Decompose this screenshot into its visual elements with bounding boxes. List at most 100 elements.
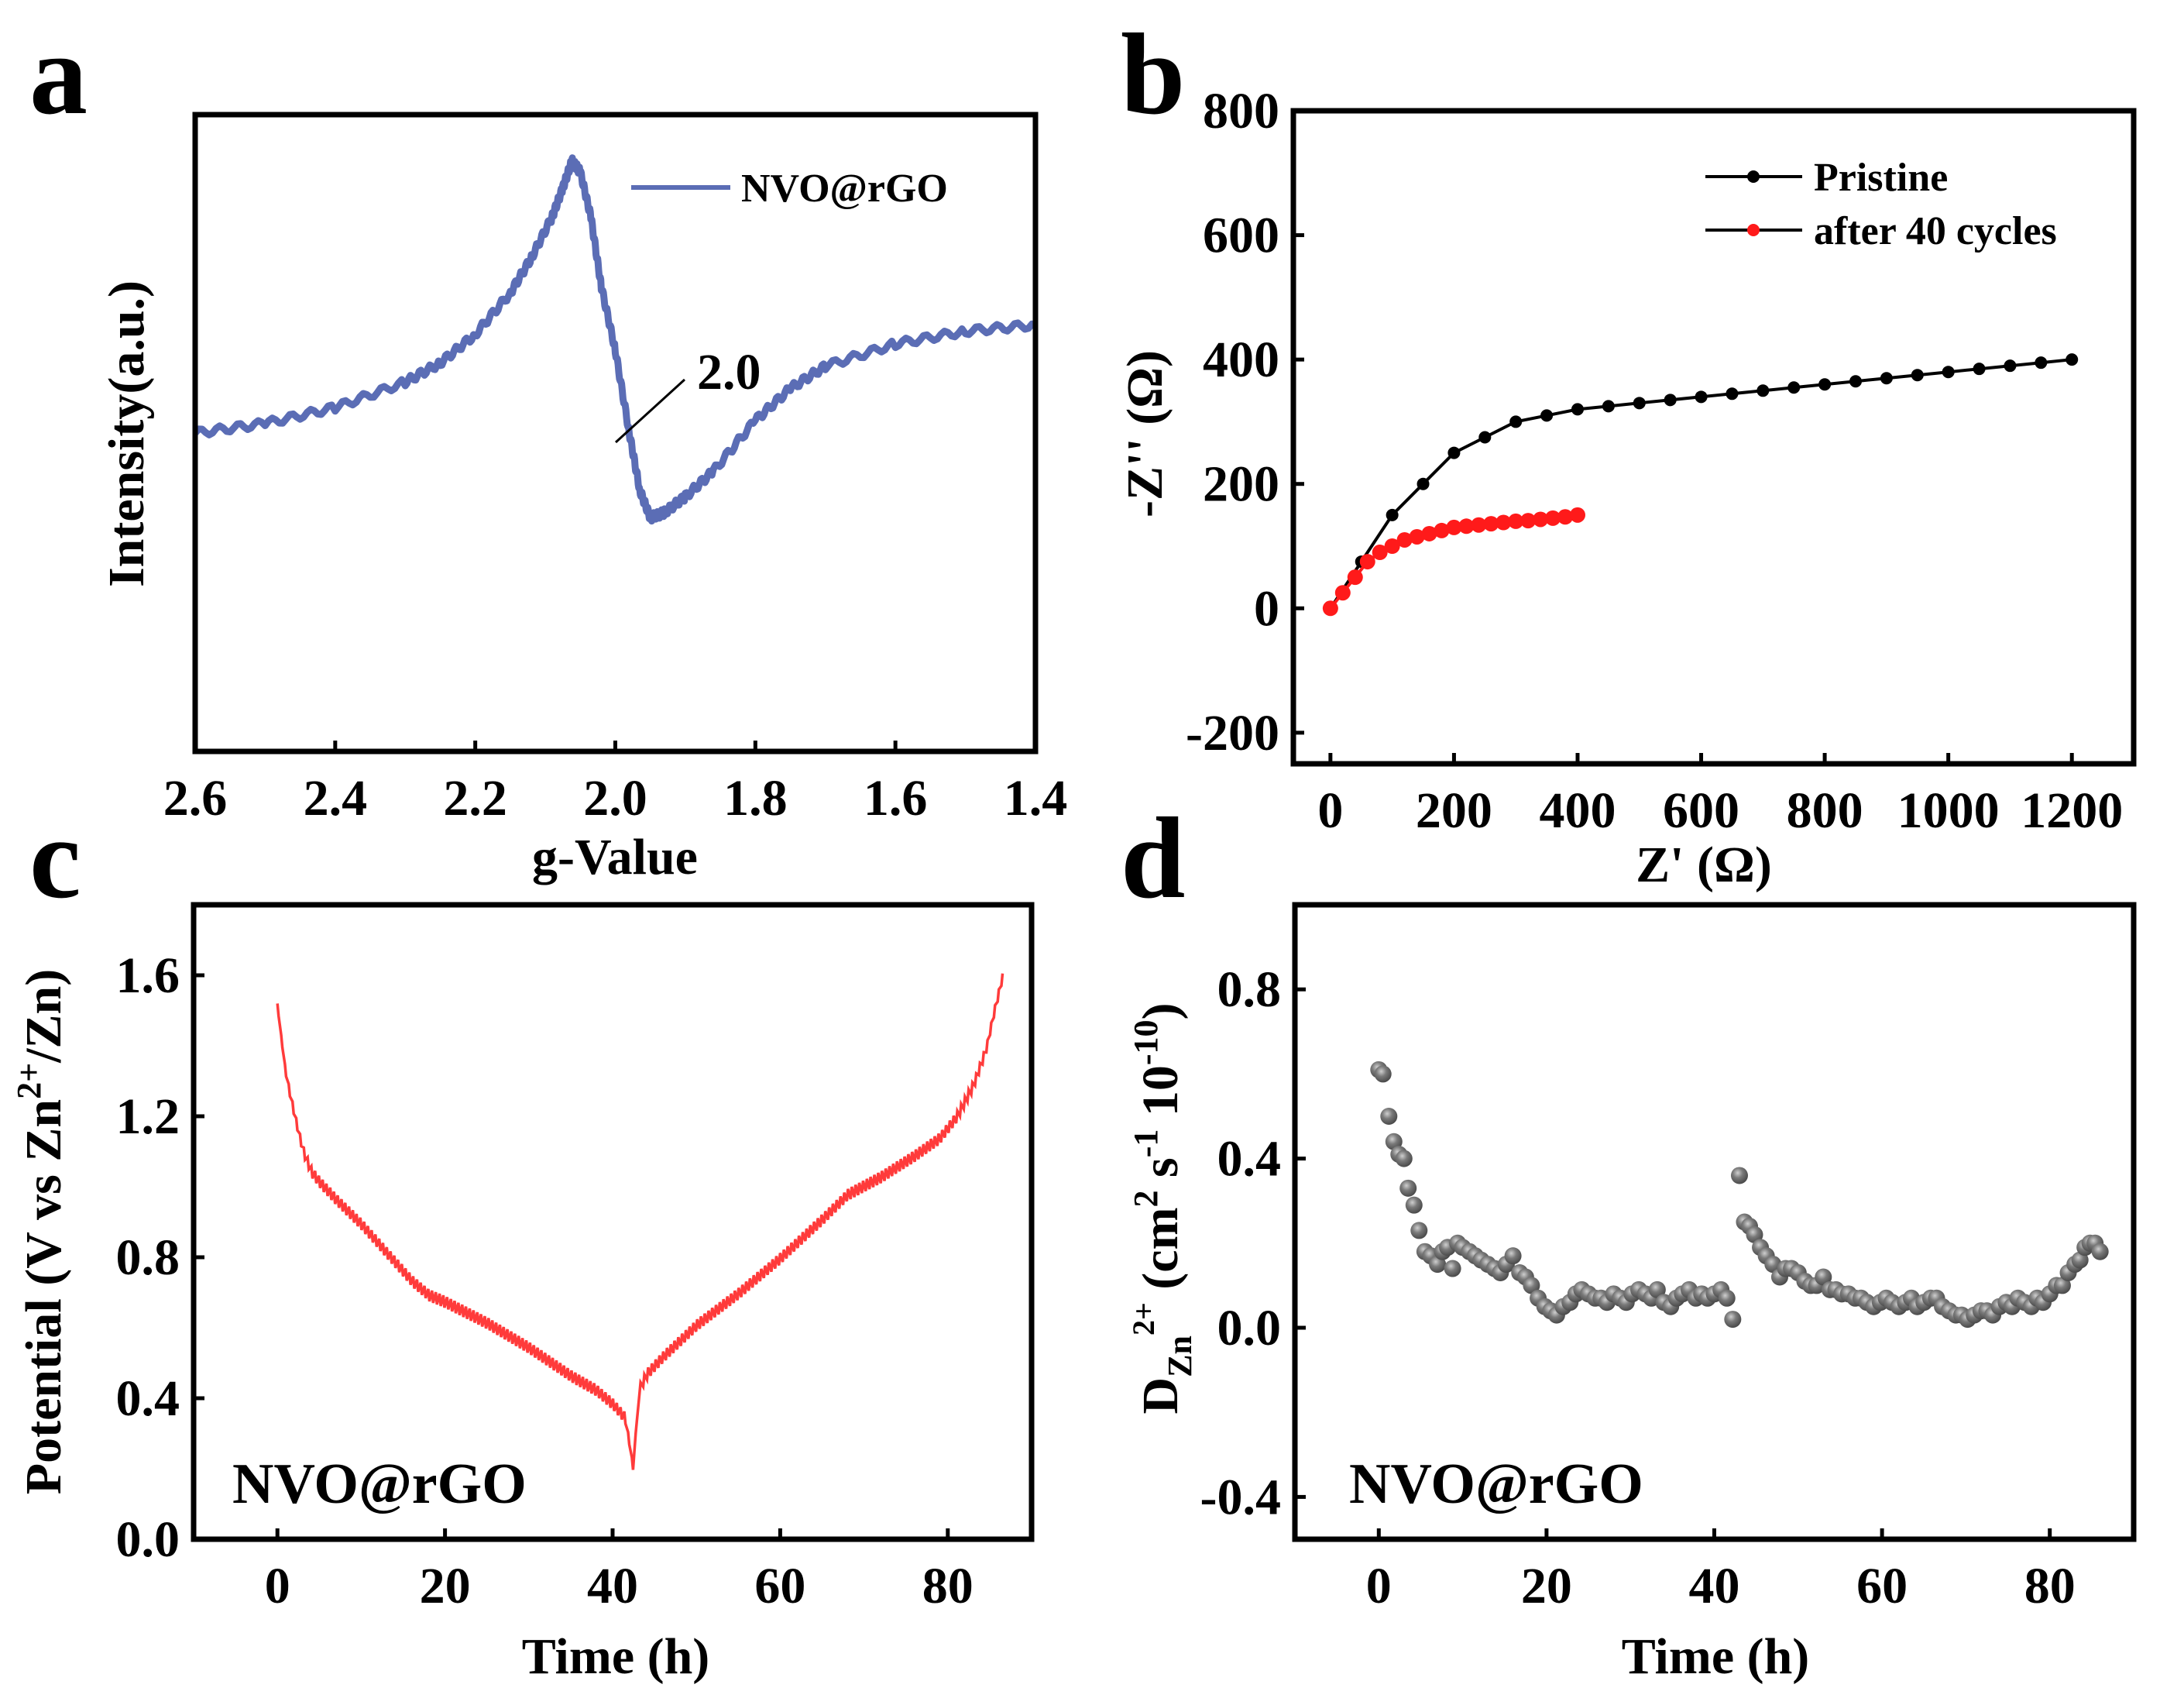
x-tick-label: 20 [1521, 1558, 1572, 1614]
data-point-after-cycles [1495, 514, 1512, 531]
y-axis-label-superscript: 2+ [1126, 1302, 1161, 1335]
legend-marker-after-cycles [1747, 224, 1760, 236]
data-point-after-cycles [1557, 509, 1574, 525]
x-axis-label: g-Value [532, 829, 698, 885]
y-tick-label: 400 [1203, 332, 1279, 388]
y-axis-label-d: D [1132, 1377, 1189, 1415]
data-point-pristine [1849, 375, 1862, 388]
data-point-after-cycles [1533, 511, 1549, 528]
data-point-pristine [1633, 397, 1646, 410]
y-axis-label-units: (cm [1132, 1207, 1189, 1302]
data-point-after-cycles [1334, 585, 1351, 601]
data-point-pristine [1571, 403, 1584, 416]
data-point-pristine [1911, 369, 1924, 382]
data-point-after-cycles [1372, 545, 1388, 561]
data-point-pristine [1509, 415, 1523, 428]
data-point-pristine [1973, 363, 1986, 376]
x-tick-label: 800 [1787, 782, 1863, 839]
data-point [1730, 1167, 1748, 1184]
axes-frame [1292, 902, 2137, 1542]
legend: Pristine after 40 cycles [1705, 156, 2057, 253]
data-point-pristine [1756, 384, 1770, 397]
data-point [1380, 1108, 1398, 1125]
x-tick-label: 200 [1416, 782, 1492, 839]
data-point [1746, 1225, 1763, 1243]
panel-a-epr-chart: 2.6 2.4 2.2 2.0 1.8 1.6 1.4 g-Value Intensity(… [98, 112, 1068, 885]
series-line-potential [276, 973, 1004, 1470]
sample-label: NVO@rGO [1349, 1452, 1643, 1516]
data-point-pristine [1664, 394, 1677, 407]
data-point [2091, 1243, 2109, 1260]
y-axis-label-prefix: Potential (V vs Zn [15, 1099, 72, 1494]
y-axis-label-superscript: 2+ [10, 1063, 48, 1099]
data-point [1410, 1222, 1428, 1239]
y-tick-label: 0.4 [116, 1370, 180, 1427]
y-tick-label: 1.2 [116, 1088, 180, 1145]
data-point-pristine [1417, 477, 1430, 490]
x-tick-label: 2.6 [163, 770, 228, 827]
y-axis-label-suffix: /Zn) [15, 969, 72, 1064]
x-tick-label: 400 [1539, 782, 1616, 839]
data-point-after-cycles [1434, 522, 1450, 538]
plot-area [276, 973, 1004, 1470]
x-tick-label: 2.0 [583, 770, 647, 827]
data-point-after-cycles [1569, 507, 1585, 523]
y-tick-label: 0.0 [116, 1511, 180, 1568]
data-point [1395, 1150, 1413, 1167]
data-point-pristine [2004, 359, 2017, 373]
y-axis-label: Intensity(a.u.) [98, 280, 155, 587]
data-point-after-cycles [1421, 525, 1437, 541]
data-point-pristine [1602, 400, 1615, 413]
x-tick-label: 80 [922, 1558, 974, 1614]
data-point-pristine [1695, 390, 1708, 404]
data-point [1815, 1268, 1832, 1286]
x-tick-label: 2.4 [304, 770, 368, 827]
plot-area [1370, 1060, 2109, 1329]
x-tick-label: 1.4 [1004, 770, 1068, 827]
axes-frame [191, 902, 1035, 1542]
y-tick-label: 0.4 [1217, 1131, 1282, 1188]
data-point-after-cycles [1347, 569, 1363, 586]
x-tick-label: 1000 [1897, 782, 2000, 839]
y-axis-label: DZn2+ (cm2 s-1 10-10) [1126, 1002, 1199, 1414]
data-point-pristine [1942, 366, 1955, 379]
y-tick-label: 0.8 [116, 1229, 180, 1286]
y-tick-label: -200 [1186, 705, 1279, 761]
x-tick-label: 60 [754, 1558, 805, 1614]
data-point-pristine [2035, 356, 2048, 370]
data-point-pristine [1478, 431, 1492, 444]
panel-label-b: b [1121, 10, 1185, 139]
data-point-after-cycles [1483, 516, 1499, 532]
data-point-pristine [1726, 387, 1739, 400]
data-point-pristine [1787, 381, 1801, 394]
y-tick-label: 1.6 [116, 947, 180, 1004]
data-point-after-cycles [1545, 510, 1561, 526]
y-axis-label-close: ) [1132, 1002, 1189, 1019]
plot-area [192, 154, 1036, 525]
series-line-nvo-rgo [192, 154, 1036, 525]
axes-frame [1290, 108, 2137, 767]
data-point [1399, 1179, 1417, 1197]
data-point-after-cycles [1322, 600, 1338, 617]
axis-ticks: 0 20 40 60 80 -0.4 0.0 0.4 0.8 [1200, 961, 2076, 1614]
data-point [1374, 1065, 1392, 1083]
data-point-after-cycles [1458, 518, 1475, 535]
data-point-pristine [2066, 353, 2079, 366]
data-point [2053, 1277, 2071, 1294]
data-point-after-cycles [1471, 517, 1487, 533]
data-point-pristine [1447, 446, 1461, 459]
panel-label-a: a [29, 10, 88, 139]
x-tick-label: 40 [587, 1558, 638, 1614]
x-tick-label: 2.2 [443, 770, 507, 827]
x-tick-label: 80 [2024, 1558, 2076, 1614]
legend-marker-pristine [1747, 170, 1760, 183]
data-point [1718, 1289, 1736, 1307]
data-point-after-cycles [1359, 554, 1375, 570]
data-point [1523, 1277, 1540, 1294]
y-tick-label: 800 [1203, 83, 1279, 139]
y-axis-label-sup-neg10: -10 [1127, 1019, 1165, 1065]
y-axis-label-sup2: 2 [1127, 1190, 1165, 1207]
x-tick-label: 1.6 [864, 770, 928, 827]
panel-label-c: c [29, 794, 81, 923]
